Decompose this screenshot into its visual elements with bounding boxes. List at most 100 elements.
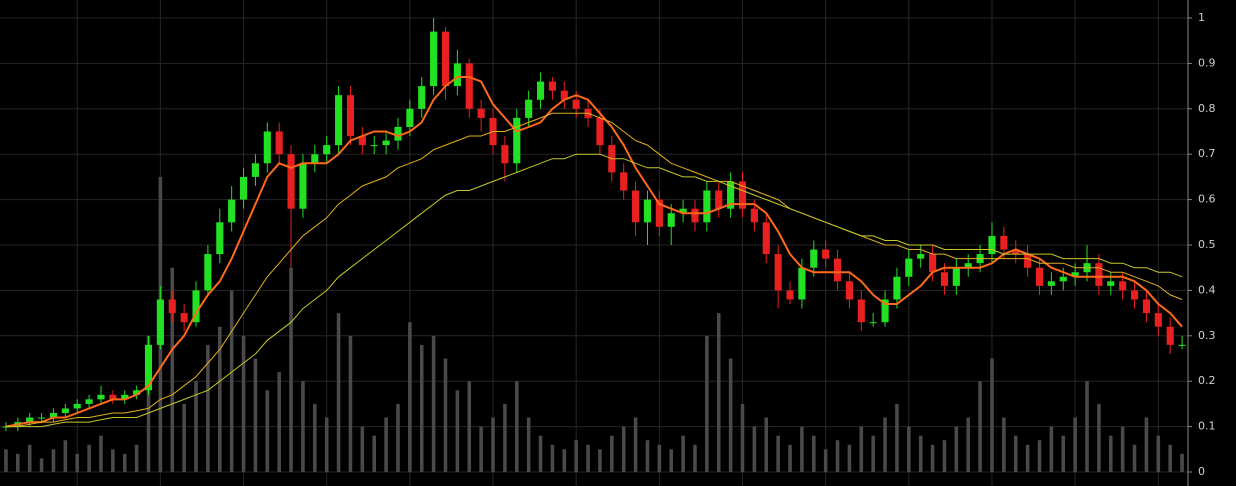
- volume-bar: [586, 444, 590, 472]
- candle-body: [418, 86, 426, 109]
- candle-body: [263, 131, 271, 164]
- y-tick-label: 0.3: [1198, 329, 1216, 342]
- volume-bar: [990, 358, 994, 472]
- candle-body: [1095, 263, 1103, 286]
- volume-bar: [87, 444, 91, 472]
- candle-body: [893, 276, 901, 300]
- candle-body: [833, 258, 842, 282]
- volume-bar: [657, 444, 662, 472]
- candle-body: [1059, 276, 1067, 282]
- candle-body: [1107, 281, 1115, 286]
- volume-bar: [978, 381, 982, 472]
- candle-body: [905, 258, 913, 277]
- volume-bar: [313, 403, 317, 472]
- candle-body: [596, 117, 604, 146]
- volume-bar: [526, 417, 531, 472]
- volume-bar: [253, 358, 258, 472]
- volume-bar: [194, 381, 198, 472]
- candle-body: [406, 108, 414, 127]
- candle-body: [430, 31, 438, 87]
- candle-body: [810, 249, 818, 268]
- volume-bar: [954, 426, 959, 472]
- candle-body: [465, 63, 473, 109]
- volume-bar: [871, 435, 875, 472]
- volume-bar: [835, 440, 840, 472]
- candle-body: [655, 199, 663, 227]
- candle-body: [667, 213, 675, 227]
- volume-bar: [811, 435, 816, 472]
- candle-body: [857, 299, 865, 323]
- y-tick-label: 0: [1198, 465, 1205, 478]
- y-tick-label: 0.6: [1198, 193, 1216, 206]
- volume-bar: [942, 440, 947, 472]
- volume-bar: [716, 313, 721, 472]
- volume-bar: [550, 444, 555, 472]
- volume-bar: [455, 390, 460, 472]
- volume-bar: [431, 335, 436, 472]
- volume-bar: [289, 267, 293, 472]
- candle-body: [311, 154, 319, 164]
- volume-bar: [764, 417, 769, 472]
- candle-body: [180, 313, 188, 323]
- volume-bar: [1037, 440, 1042, 472]
- volume-bar: [669, 449, 674, 472]
- volume-bar: [1049, 426, 1054, 472]
- candle-body: [964, 263, 972, 268]
- volume-bar: [1180, 453, 1184, 472]
- candle-body: [323, 145, 331, 155]
- candle-body: [73, 403, 81, 409]
- candle-body: [988, 235, 996, 255]
- moving-average-line: [5, 76, 1183, 428]
- volume-bar: [693, 444, 697, 472]
- volume-bar: [1085, 381, 1089, 472]
- volume-bar: [4, 449, 8, 472]
- volume-bar: [598, 449, 602, 472]
- volume-bar: [895, 403, 899, 472]
- volume-bar: [788, 444, 792, 472]
- volume-bar: [907, 426, 911, 472]
- y-tick-label: 0.7: [1198, 147, 1216, 160]
- candle-body: [1071, 272, 1079, 277]
- volume-bar: [918, 435, 923, 472]
- volume-bar: [1132, 444, 1137, 472]
- volume-bar: [562, 449, 567, 472]
- candle-body: [85, 399, 93, 404]
- volume-bar: [111, 449, 115, 472]
- volume-bar: [1097, 403, 1101, 472]
- volume-bar: [182, 403, 186, 472]
- candle-body: [346, 95, 355, 137]
- volume-bar: [823, 449, 828, 472]
- volume-bar: [1013, 435, 1018, 472]
- y-tick-label: 0.9: [1198, 56, 1216, 69]
- volume-bar: [503, 403, 507, 472]
- volume-bar: [63, 440, 68, 472]
- candle-body: [477, 108, 485, 118]
- candle-body: [251, 163, 259, 177]
- candle-body: [572, 99, 580, 109]
- volume-bar: [1108, 435, 1113, 472]
- candle-body: [38, 417, 46, 419]
- volume-bar: [396, 403, 400, 472]
- volume-bar: [645, 440, 650, 472]
- volume-bar: [336, 313, 341, 472]
- candle-body: [228, 199, 236, 223]
- volume-bar: [467, 381, 472, 472]
- candle-body: [453, 63, 461, 87]
- volume-bar: [1002, 417, 1006, 472]
- volume-bar: [99, 435, 103, 472]
- candle-body: [1154, 313, 1162, 327]
- candle-body: [109, 394, 117, 400]
- candle-body: [513, 117, 521, 164]
- volume-bar: [384, 417, 388, 472]
- moving-average-line: [5, 112, 1183, 428]
- candle-body: [762, 222, 770, 255]
- volume-bar: [277, 372, 281, 472]
- y-tick-label: 0.5: [1198, 238, 1216, 251]
- volume-bar: [241, 335, 246, 472]
- candle-body: [620, 172, 628, 191]
- volume-bar: [1061, 435, 1066, 472]
- candle-body: [940, 272, 949, 286]
- candle-body: [786, 290, 794, 300]
- candle-body: [358, 136, 366, 146]
- candle-body: [26, 417, 34, 423]
